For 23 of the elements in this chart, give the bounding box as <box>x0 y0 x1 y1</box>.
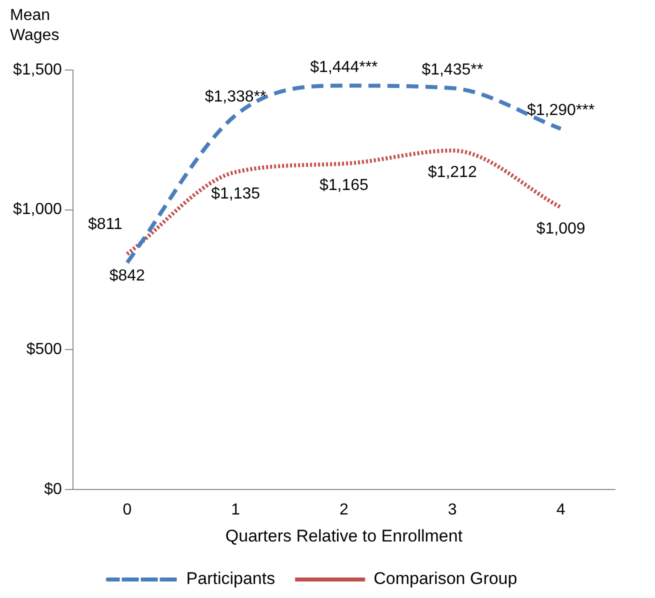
data-label: $1,165 <box>320 177 369 194</box>
legend-label: Comparison Group <box>374 569 518 588</box>
data-label: $1,338** <box>204 88 266 106</box>
x-tick-label: 2 <box>340 501 349 518</box>
y-axis-title: Mean Wages <box>10 6 60 46</box>
data-label: $1,212 <box>428 164 477 181</box>
data-label: $1,290*** <box>526 102 595 120</box>
y-tick-label: $0 <box>44 480 62 498</box>
x-tick-label: 4 <box>556 501 566 518</box>
y-tick-label: $1,000 <box>13 201 62 218</box>
data-label: $842 <box>109 267 146 284</box>
data-label: $1,135 <box>211 185 260 202</box>
data-label: $1,435** <box>422 62 484 79</box>
data-label: $811 <box>88 216 122 234</box>
x-tick-label: 0 <box>122 501 132 518</box>
y-tick-label: $500 <box>26 341 62 358</box>
x-tick-label: 3 <box>448 501 457 518</box>
data-label: $1,009 <box>536 220 586 238</box>
legend-label: Participants <box>186 569 276 588</box>
x-tick-label: 1 <box>231 501 240 518</box>
x-axis-title: Quarters Relative to Enrollment <box>225 526 463 546</box>
data-label: $1,444*** <box>310 59 378 76</box>
y-tick-label: $1,500 <box>13 61 62 78</box>
